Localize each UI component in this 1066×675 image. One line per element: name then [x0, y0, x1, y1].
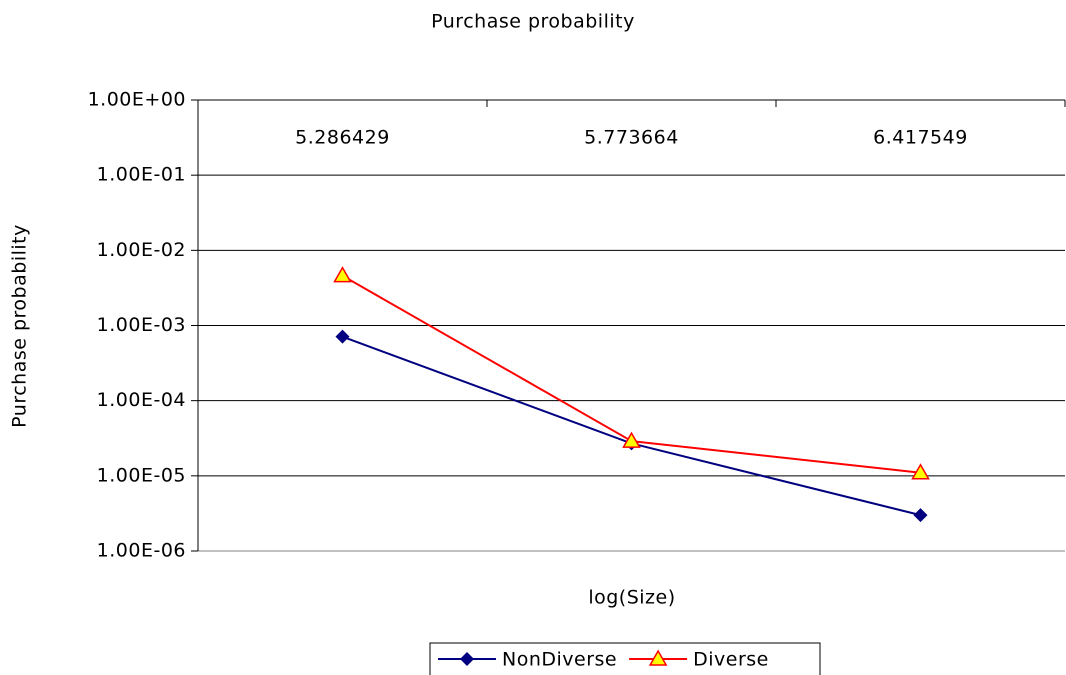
x-tick-label: 5.286429	[295, 127, 390, 149]
y-tick-label: 1.00E-01	[97, 164, 186, 186]
y-tick-label: 1.00E-06	[97, 540, 186, 562]
x-axis-label: log(Size)	[588, 587, 675, 609]
x-tick-label: 6.417549	[873, 127, 968, 149]
data-point	[335, 329, 350, 344]
legend-label: Diverse	[693, 649, 769, 671]
y-tick-label: 1.00E-04	[97, 389, 186, 411]
data-point	[333, 266, 352, 283]
legend-marker	[648, 649, 668, 666]
legend: NonDiverse Diverse	[429, 642, 821, 675]
chart-title: Purchase probability	[431, 11, 635, 33]
data-point	[911, 463, 930, 480]
data-point	[913, 508, 928, 523]
y-tick-label: 1.00E-05	[97, 464, 186, 486]
legend-label: NonDiverse	[502, 649, 617, 671]
y-tick-label: 1.00E+00	[88, 89, 186, 111]
y-tick-label: 1.00E-02	[97, 239, 186, 261]
y-axis-label: Purchase probability	[9, 224, 31, 428]
data-point	[622, 431, 641, 448]
y-tick-label: 1.00E-03	[97, 314, 186, 336]
legend-marker	[460, 652, 474, 666]
series-line	[342, 335, 921, 517]
x-tick-label: 5.773664	[584, 127, 679, 149]
